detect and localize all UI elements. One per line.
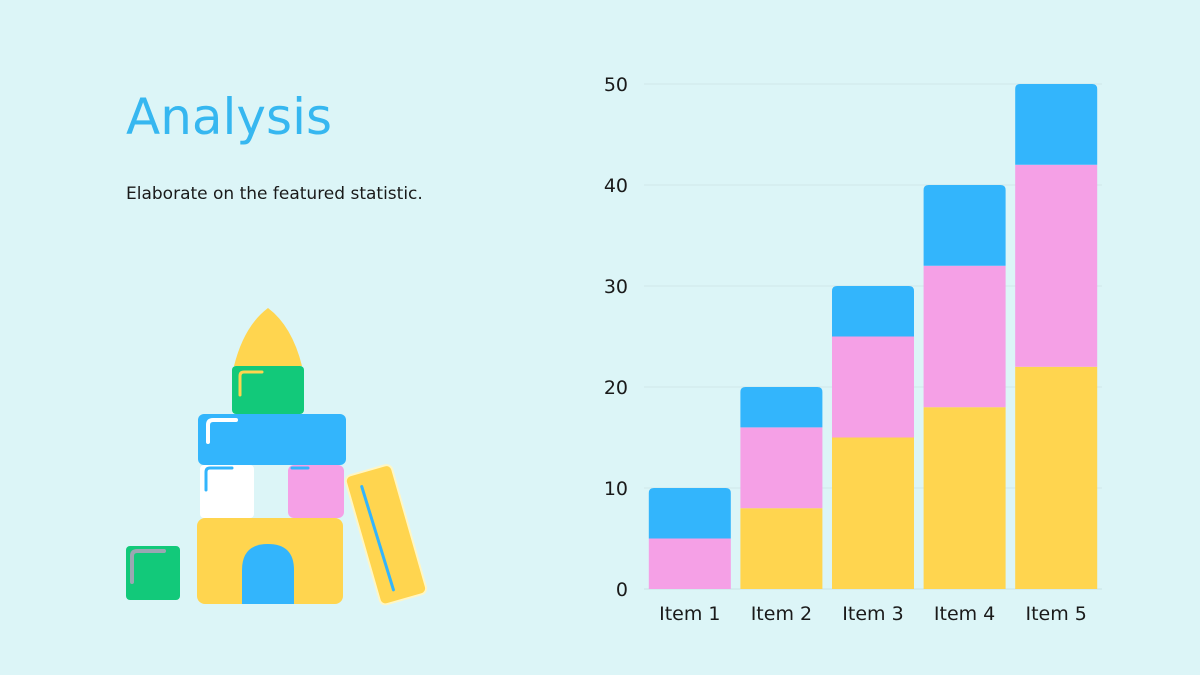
bar-segment	[648, 538, 731, 589]
y-tick-label: 20	[604, 377, 628, 399]
y-axis-ticks: 0 10 20 30 40 50	[604, 74, 628, 601]
y-tick-label: 50	[604, 74, 628, 96]
bar-segment	[740, 427, 823, 509]
y-tick-label: 40	[604, 175, 628, 197]
bar-segment	[832, 286, 914, 337]
bar-segment	[923, 407, 1006, 589]
bar-segment	[832, 336, 914, 438]
y-tick-label: 10	[604, 478, 628, 500]
x-tick-label: Item 2	[751, 603, 812, 625]
y-tick-label: 0	[616, 579, 628, 601]
bar-segment	[740, 508, 823, 589]
x-tick-label: Item 4	[934, 603, 995, 625]
green-small-block	[126, 546, 180, 600]
x-tick-label: Item 1	[659, 603, 720, 625]
bar-segment	[1015, 84, 1098, 165]
x-tick-label: Item 5	[1026, 603, 1087, 625]
bar-segment	[740, 387, 823, 428]
tilted-yellow-block	[344, 464, 428, 606]
green-top-block	[232, 366, 304, 414]
bar-segment	[923, 185, 1006, 266]
pink-block	[288, 465, 344, 518]
yellow-roof-block	[234, 308, 302, 366]
x-axis-labels: Item 1 Item 2 Item 3 Item 4 Item 5	[659, 603, 1087, 625]
yellow-arch-block	[197, 518, 343, 604]
slide-title: Analysis	[126, 88, 333, 146]
toy-blocks-illustration	[126, 308, 428, 606]
bar-segment	[832, 437, 914, 589]
x-tick-label: Item 3	[842, 603, 903, 625]
bar-segment	[1015, 366, 1098, 589]
slide-subtitle: Elaborate on the featured statistic.	[126, 184, 423, 204]
bar-segment	[1015, 164, 1098, 367]
y-tick-label: 30	[604, 276, 628, 298]
blue-long-block	[198, 414, 346, 465]
white-block	[200, 465, 254, 518]
bar-segment	[923, 265, 1006, 408]
bar-segment	[648, 488, 731, 539]
bars	[648, 84, 1098, 589]
